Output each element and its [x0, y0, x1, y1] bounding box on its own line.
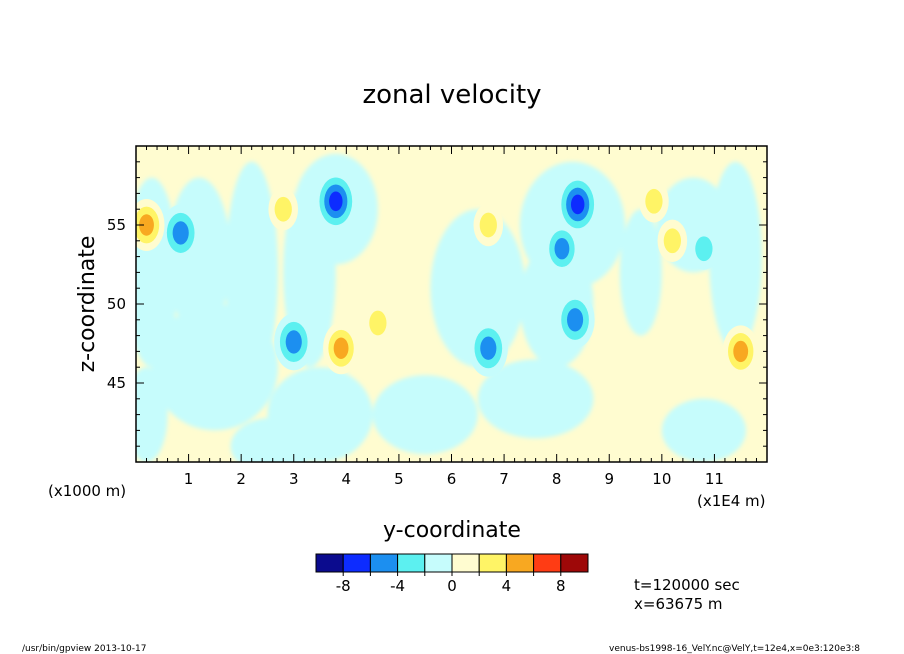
field-feature	[479, 212, 497, 238]
colorbar-segment	[342, 553, 371, 573]
y-unit-note: (x1000 m)	[48, 482, 126, 500]
heatmap-field	[136, 153, 762, 462]
field-feature	[695, 236, 713, 262]
field-region	[709, 161, 762, 352]
colorbar-segment	[397, 553, 426, 573]
field-region	[230, 417, 315, 462]
y-tick-label: 50	[107, 295, 126, 313]
field-feature	[645, 188, 663, 214]
field-region	[136, 367, 168, 462]
x-tick-label: 6	[447, 470, 457, 488]
x-tick-label: 3	[289, 470, 299, 488]
y-tick-label: 55	[107, 216, 126, 234]
colorbar-segment	[505, 553, 535, 573]
time-annotation: t=120000 sec	[634, 576, 740, 594]
field-feature	[570, 194, 585, 215]
colorbar-segment	[533, 553, 562, 573]
field-feature	[480, 336, 497, 360]
y-axis: 45 50 55	[107, 145, 767, 463]
colorbar-tick-label: -8	[336, 577, 351, 595]
field-feature	[172, 221, 189, 245]
colorbar-segment	[478, 553, 507, 573]
colorbar: -8 -4 0 4 8	[315, 553, 589, 595]
y-axis-title: z-coordinate	[75, 236, 100, 373]
x-unit-note: (x1E4 m)	[697, 492, 766, 510]
x-tick-label: 5	[394, 470, 404, 488]
field-feature	[139, 214, 154, 236]
colorbar-segment	[369, 553, 399, 573]
field-region	[619, 209, 662, 336]
x-tick-label: 8	[552, 470, 562, 488]
colorbar-tick-label: -4	[390, 577, 405, 595]
colorbar-segment	[315, 553, 344, 573]
x-tick-label: 1	[184, 470, 194, 488]
chart-title: zonal velocity	[362, 80, 541, 110]
field-feature	[274, 196, 292, 222]
field-feature	[663, 228, 681, 254]
x-axis-title: y-coordinate	[383, 518, 521, 543]
position-annotation: x=63675 m	[634, 595, 723, 613]
footer-right: venus-bs1998-16_VelY.nc@VelY,t=12e4,x=0e…	[609, 644, 860, 654]
x-tick-label: 11	[705, 470, 724, 488]
colorbar-tick-label: 0	[447, 577, 457, 595]
field-region	[225, 161, 278, 383]
colorbar-tick-label: 4	[502, 577, 512, 595]
field-feature	[285, 330, 302, 354]
field-region	[477, 359, 594, 439]
x-tick-label: 4	[342, 470, 352, 488]
field-feature	[369, 310, 387, 336]
colorbar-segment	[451, 553, 480, 573]
field-feature	[329, 191, 343, 212]
footer-left: /usr/bin/gpview 2013-10-17	[22, 644, 146, 654]
colorbar-segment	[424, 553, 453, 573]
x-tick-label: 7	[499, 470, 509, 488]
x-tick-label: 2	[236, 470, 246, 488]
x-tick-label: 9	[604, 470, 614, 488]
field-feature	[554, 237, 570, 260]
colorbar-segment	[560, 553, 589, 573]
y-tick-label: 45	[107, 374, 126, 392]
field-region	[372, 375, 478, 455]
colorbar-tick-label: 8	[556, 577, 566, 595]
x-axis: 1 2 3 4 5 6 7 8 9 10 11	[135, 146, 768, 488]
field-region	[661, 398, 746, 462]
x-tick-label: 10	[652, 470, 671, 488]
field-feature	[567, 308, 584, 332]
field-feature	[733, 340, 749, 363]
field-feature	[333, 337, 349, 359]
